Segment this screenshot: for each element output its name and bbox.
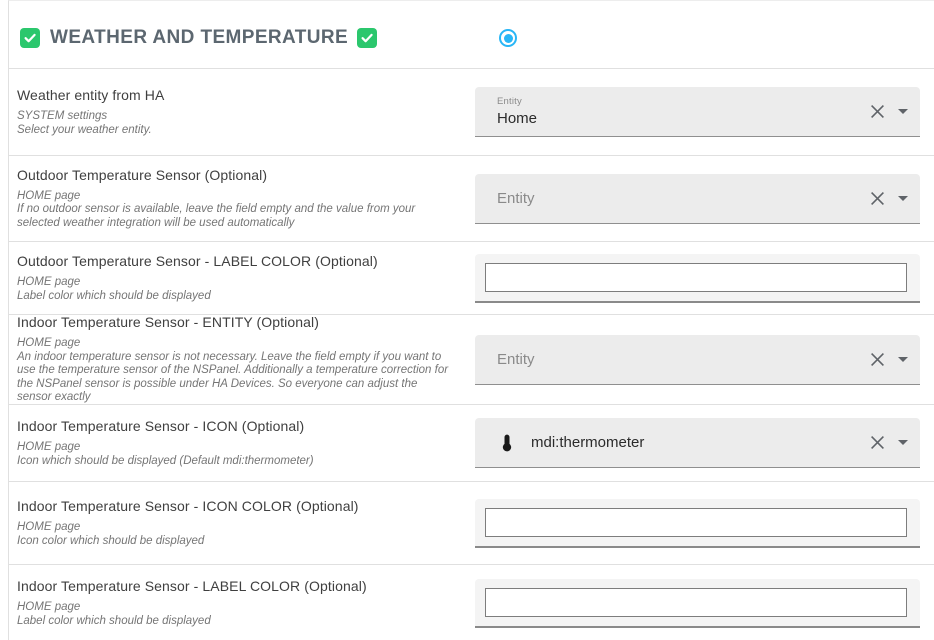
clear-x-icon[interactable]: [870, 352, 885, 367]
setting-row-indoor-icon: Indoor Temperature Sensor - ICON (Option…: [9, 404, 934, 481]
input-field-wrap: [475, 253, 920, 303]
setting-context: SYSTEM settings: [17, 110, 108, 122]
select-selected-value: Home: [497, 110, 538, 127]
setting-row-outdoor-sensor: Outdoor Temperature Sensor (Optional) HO…: [9, 155, 934, 241]
checkmark-icon: [361, 33, 373, 43]
setting-title: Outdoor Temperature Sensor (Optional): [17, 166, 268, 183]
setting-context: HOME page: [17, 521, 81, 533]
setting-description: Select your weather entity.: [17, 123, 152, 136]
indoor-label-color-input[interactable]: [485, 587, 907, 617]
radio-selected-icon: [503, 33, 513, 43]
outdoor-sensor-entity-select[interactable]: Entity: [475, 173, 920, 224]
outdoor-label-color-input[interactable]: [485, 262, 907, 292]
thermometer-icon: [497, 433, 517, 453]
weather-entity-select[interactable]: Entity Home: [475, 87, 920, 137]
setting-text-block: Outdoor Temperature Sensor - LABEL COLOR…: [9, 242, 475, 314]
clear-x-icon[interactable]: [870, 191, 885, 206]
select-text: Entity Home: [497, 96, 537, 127]
setting-description: Icon which should be displayed (Default …: [17, 454, 314, 467]
setting-row-indoor-label-color: Indoor Temperature Sensor - LABEL COLOR …: [9, 564, 934, 640]
caret-down-icon[interactable]: [898, 356, 908, 362]
setting-context: HOME page: [17, 189, 81, 202]
setting-text-block: Indoor Temperature Sensor - LABEL COLOR …: [9, 565, 475, 640]
setting-title: Indoor Temperature Sensor - ICON (Option…: [17, 418, 305, 434]
setting-title: Indoor Temperature Sensor - ICON COLOR (…: [17, 498, 359, 514]
section-radio-button[interactable]: [499, 29, 518, 47]
setting-text-block: Weather entity from HA SYSTEM settings S…: [9, 69, 475, 155]
setting-description: Label color which should be displayed: [17, 289, 211, 302]
setting-description: If no outdoor sensor is available, leave…: [17, 203, 416, 229]
input-field-wrap: [475, 578, 920, 628]
setting-description: Icon color which should be displayed: [17, 534, 205, 547]
indoor-sensor-entity-select[interactable]: Entity: [475, 334, 920, 385]
indoor-icon-color-input[interactable]: [485, 507, 907, 537]
input-field-wrap: [475, 498, 920, 548]
section-enabled-checkbox[interactable]: [20, 28, 40, 48]
setting-title: Indoor Temperature Sensor - ENTITY (Opti…: [17, 314, 319, 331]
setting-text-block: Outdoor Temperature Sensor (Optional) HO…: [9, 156, 475, 241]
setting-context: HOME page: [17, 337, 81, 350]
checkmark-icon: [24, 33, 36, 43]
setting-row-indoor-icon-color: Indoor Temperature Sensor - ICON COLOR (…: [9, 481, 934, 564]
setting-description: Label color which should be displayed: [17, 614, 211, 627]
setting-context: HOME page: [17, 601, 81, 613]
setting-row-outdoor-label-color: Outdoor Temperature Sensor - LABEL COLOR…: [9, 241, 934, 314]
setting-context: HOME page: [17, 441, 81, 453]
select-field-label: Entity: [497, 96, 522, 107]
select-placeholder: Entity: [497, 350, 535, 368]
setting-title: Indoor Temperature Sensor - LABEL COLOR …: [17, 578, 367, 594]
select-selected-value: mdi:thermometer: [531, 434, 645, 451]
caret-down-icon[interactable]: [898, 440, 908, 445]
settings-table: WEATHER AND TEMPERATURE Weather entity f…: [8, 0, 934, 640]
indoor-icon-select[interactable]: mdi:thermometer: [475, 418, 920, 468]
setting-title: Outdoor Temperature Sensor - LABEL COLOR…: [17, 253, 378, 269]
section-secondary-checkbox[interactable]: [357, 28, 378, 48]
setting-text-block: Indoor Temperature Sensor - ENTITY (Opti…: [9, 314, 475, 404]
setting-context: HOME page: [17, 276, 81, 288]
select-placeholder: Entity: [497, 189, 535, 207]
section-header: WEATHER AND TEMPERATURE: [9, 1, 934, 68]
setting-row-weather-entity: Weather entity from HA SYSTEM settings S…: [9, 68, 934, 155]
setting-text-block: Indoor Temperature Sensor - ICON COLOR (…: [9, 482, 475, 564]
clear-x-icon[interactable]: [870, 104, 885, 119]
setting-text-block: Indoor Temperature Sensor - ICON (Option…: [9, 405, 475, 481]
caret-down-icon[interactable]: [898, 109, 908, 114]
setting-title: Weather entity from HA: [17, 87, 165, 103]
setting-row-indoor-entity: Indoor Temperature Sensor - ENTITY (Opti…: [9, 314, 934, 404]
setting-description: An indoor temperature sensor is not nece…: [17, 350, 449, 404]
section-title: WEATHER AND TEMPERATURE: [50, 27, 349, 48]
caret-down-icon[interactable]: [898, 195, 908, 201]
clear-x-icon[interactable]: [870, 435, 885, 450]
